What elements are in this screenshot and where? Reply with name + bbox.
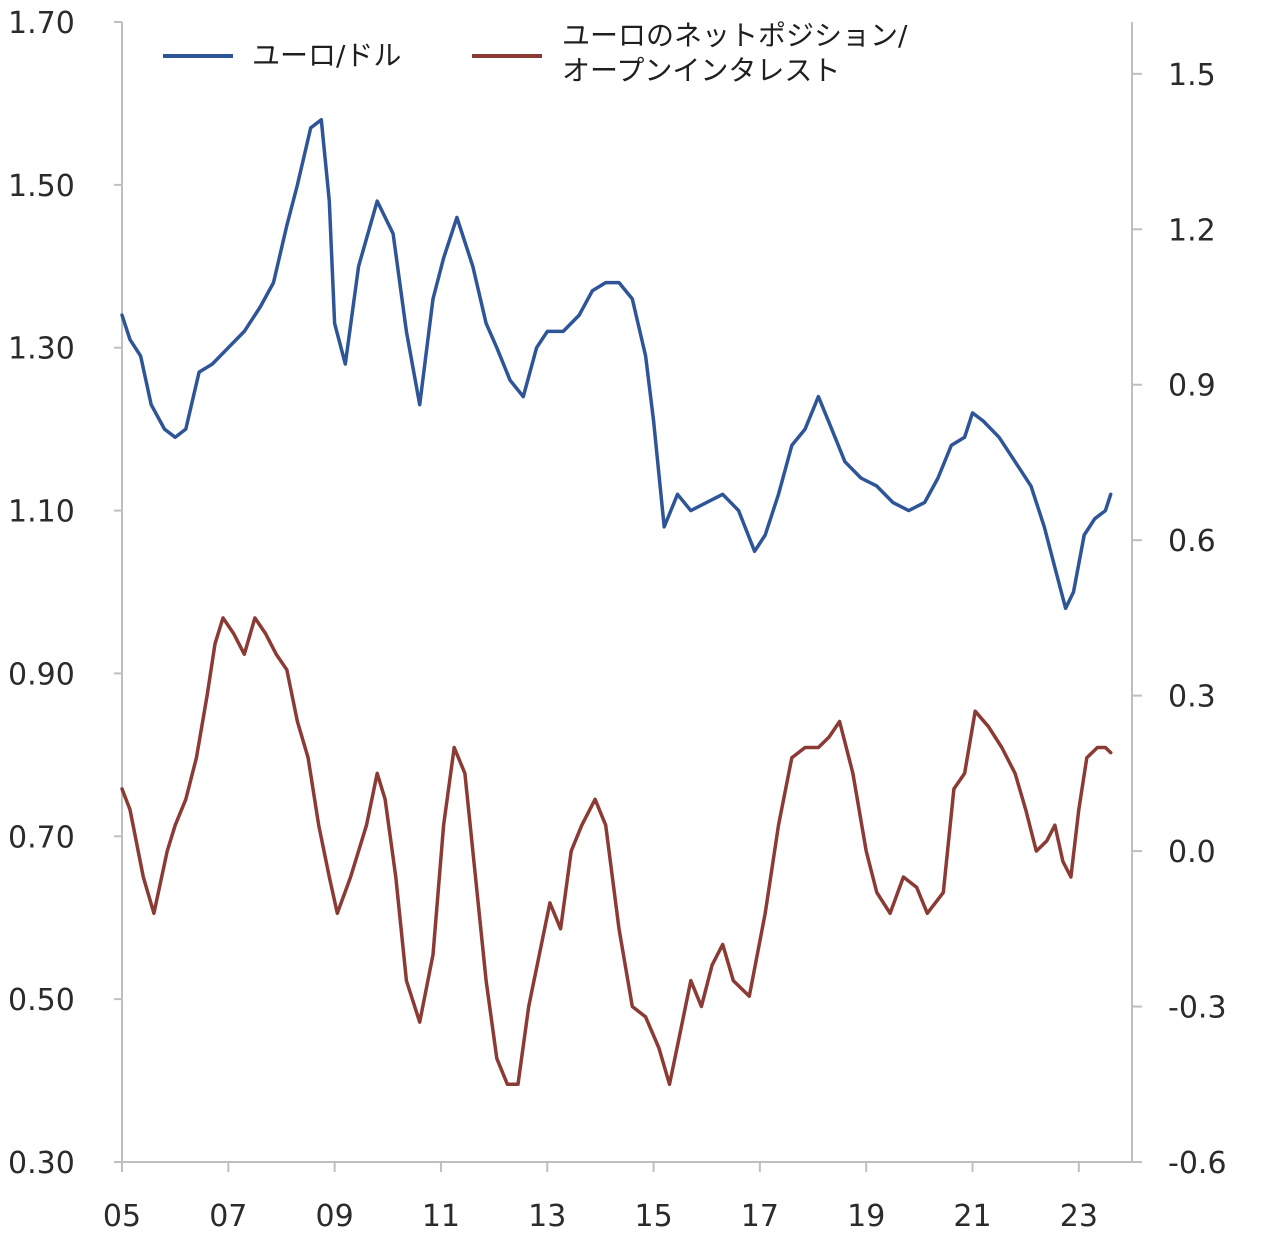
x-tick-label: 19 [847,1199,885,1234]
right-y-tick-label: 0.3 [1168,680,1216,715]
right-y-tick-label: 0.6 [1168,524,1216,559]
right-y-tick-label: 1.5 [1168,58,1216,93]
right-y-tick-label: -0.6 [1168,1146,1227,1181]
legend-label-euro-net-position-line: ユーロのネットポジション/ [562,19,908,52]
legend-label-eurusd: ユーロ/ドル [252,39,401,72]
x-axis-ticks: 05 07 09 11 13 15 17 19 21 23 [103,1162,1098,1234]
left-y-tick-label: 0.90 [8,657,75,692]
left-y-tick-label: 1.70 [8,6,75,41]
right-y-axis-ticks: 1.5 1.2 0.9 0.6 0.3 0.0 -0.3 -0.6 [1132,58,1227,1181]
legend-label-euro-net-position-line: オープンインタレスト [562,54,840,87]
x-tick-label: 09 [316,1199,354,1234]
legend: ユーロ/ドル ユーロのネットポジション/オープンインタレスト [163,19,908,87]
x-tick-label: 21 [953,1199,991,1234]
x-tick-label: 17 [741,1199,779,1234]
left-y-tick-label: 1.30 [8,332,75,367]
left-y-tick-label: 1.50 [8,169,75,204]
x-tick-label: 13 [528,1199,566,1234]
eurusd-series-line [120,117,1113,611]
x-tick-label: 23 [1060,1199,1098,1234]
x-tick-label: 05 [103,1199,141,1234]
right-y-tick-label: 0.9 [1168,369,1216,404]
x-tick-label: 07 [209,1199,247,1234]
euro-net-position-series-line [120,616,1113,1087]
right-y-tick-label: -0.3 [1168,991,1227,1026]
left-y-tick-label: 0.50 [8,983,75,1018]
right-y-tick-label: 0.0 [1168,835,1216,870]
x-tick-label: 15 [634,1199,672,1234]
left-y-tick-label: 0.30 [8,1146,75,1181]
left-y-tick-label: 0.70 [8,820,75,855]
left-y-tick-label: 1.10 [8,495,75,530]
left-y-axis-ticks: 1.70 1.50 1.30 1.10 0.90 0.70 0.50 0.30 [8,6,122,1181]
right-y-tick-label: 1.2 [1168,213,1216,248]
series-lines [120,117,1113,1087]
x-tick-label: 11 [422,1199,460,1234]
